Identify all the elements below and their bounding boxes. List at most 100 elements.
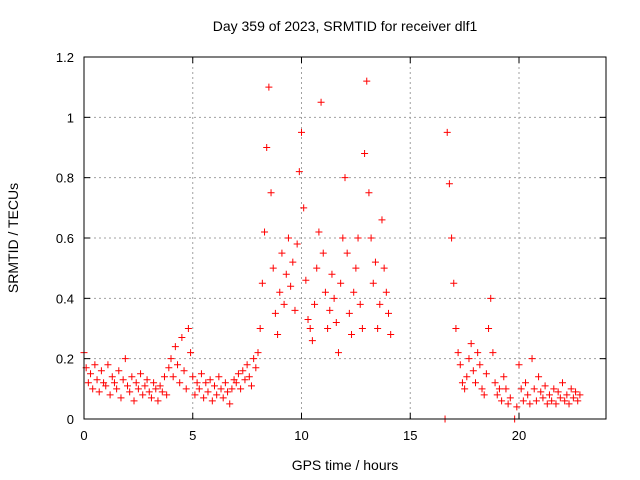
data-point — [226, 400, 234, 408]
y-tick-label: 0.2 — [56, 352, 74, 367]
y-tick-label: 1.2 — [56, 50, 74, 65]
data-point — [197, 370, 205, 378]
data-point — [180, 367, 188, 375]
grid-lines — [84, 57, 606, 419]
chart-title: Day 359 of 2023, SRMTID for receiver dlf… — [213, 18, 478, 34]
data-point — [474, 349, 482, 357]
data-point — [572, 388, 580, 396]
data-point — [339, 234, 347, 242]
data-point — [554, 388, 562, 396]
data-point — [215, 373, 223, 381]
data-point — [237, 385, 245, 393]
data-point — [202, 379, 210, 387]
data-point — [369, 279, 377, 287]
data-point — [556, 394, 564, 402]
data-point — [352, 264, 360, 272]
data-point — [187, 349, 195, 357]
data-point — [574, 397, 582, 405]
data-point — [358, 325, 366, 332]
data-point — [454, 349, 462, 357]
data-point — [239, 367, 247, 375]
data-point — [487, 294, 495, 302]
data-point — [476, 361, 484, 369]
data-point — [306, 325, 314, 332]
data-point — [463, 373, 471, 381]
data-point — [234, 370, 242, 378]
data-point — [504, 400, 512, 408]
data-point — [147, 394, 155, 402]
data-point — [143, 376, 151, 384]
data-point — [119, 376, 127, 384]
data-point — [467, 340, 475, 348]
y-tick-label: 0 — [67, 412, 74, 427]
data-point — [363, 77, 371, 85]
axis-ticks: 0 0.2 0.4 0.6 0.8 1 1.2 0 5 10 15 20 — [56, 50, 606, 443]
data-point — [530, 385, 538, 393]
data-point — [443, 128, 451, 136]
data-point — [315, 228, 323, 236]
data-point — [232, 379, 240, 387]
data-point — [526, 400, 534, 408]
data-point — [456, 361, 464, 369]
data-point — [548, 397, 556, 405]
data-point — [576, 391, 584, 399]
x-axis-label: GPS time / hours — [292, 457, 399, 473]
data-point — [478, 385, 486, 393]
data-point — [176, 379, 184, 387]
data-point — [158, 388, 166, 396]
data-point — [559, 379, 566, 387]
x-tick-label: 15 — [403, 428, 417, 443]
data-point — [326, 306, 334, 314]
data-point — [500, 373, 508, 381]
x-tick-label: 10 — [294, 428, 308, 443]
data-point — [117, 394, 125, 402]
data-point — [448, 234, 456, 242]
data-point — [139, 391, 147, 399]
data-point — [345, 309, 353, 317]
y-axis-label: SRMTID / TECUs — [5, 183, 21, 293]
data-point — [465, 355, 473, 363]
data-point — [491, 379, 499, 387]
data-point — [256, 325, 264, 332]
data-point — [182, 385, 190, 393]
data-point — [211, 382, 218, 390]
data-point — [561, 397, 569, 405]
data-point — [482, 370, 490, 378]
data-point — [121, 355, 129, 363]
data-point — [469, 367, 477, 375]
data-point — [330, 294, 338, 302]
data-point — [134, 385, 142, 393]
data-point — [87, 370, 95, 378]
data-point — [282, 270, 290, 278]
data-point — [458, 379, 466, 387]
data-point — [535, 373, 543, 381]
data-point — [221, 379, 229, 387]
data-point — [241, 376, 249, 384]
data-point — [522, 379, 530, 387]
data-point — [154, 397, 162, 405]
data-point — [191, 391, 199, 399]
data-point — [569, 394, 577, 402]
data-point — [387, 331, 395, 339]
data-point — [354, 234, 362, 242]
data-point — [380, 264, 388, 272]
data-point — [178, 334, 186, 342]
data-point — [498, 397, 506, 405]
data-point — [130, 397, 138, 405]
data-point — [276, 288, 284, 296]
data-point — [247, 382, 255, 390]
data-point — [528, 355, 536, 363]
data-point — [263, 144, 271, 151]
data-point — [141, 382, 149, 390]
data-point — [537, 388, 545, 396]
data-point — [228, 385, 236, 393]
x-tick-label: 5 — [189, 428, 196, 443]
data-point — [208, 397, 216, 405]
data-point — [271, 309, 279, 317]
data-point — [374, 325, 382, 332]
data-point — [152, 385, 160, 393]
data-point — [189, 373, 197, 381]
data-point — [567, 385, 575, 393]
data-point — [156, 382, 164, 390]
data-point — [295, 168, 303, 176]
